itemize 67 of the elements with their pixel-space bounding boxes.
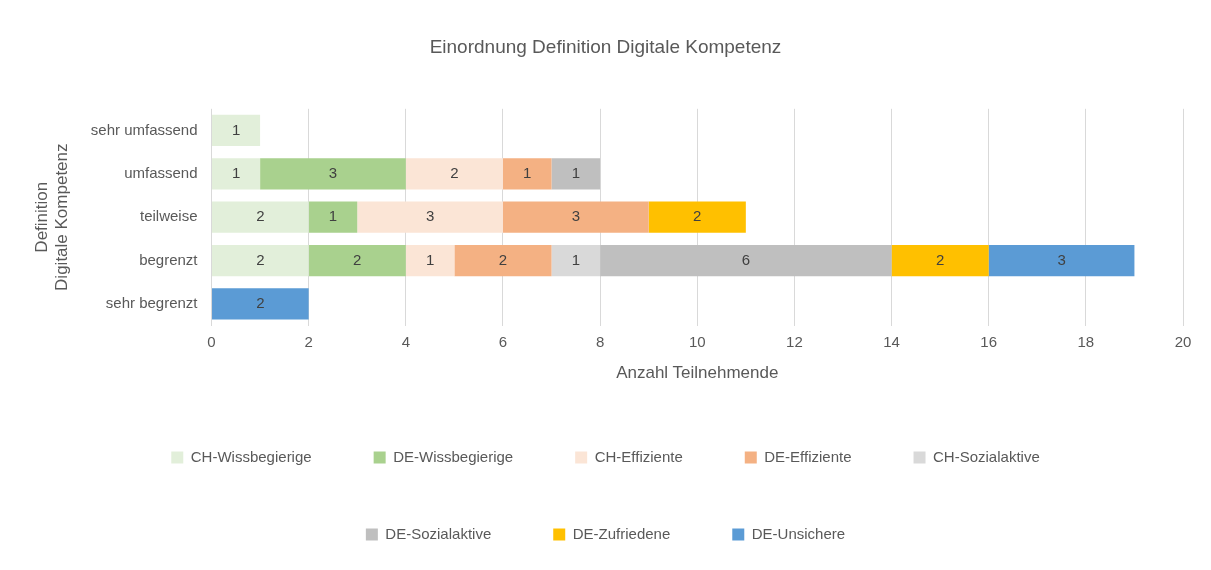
- data-label: 6: [741, 250, 751, 268]
- y-axis-title: Definition Digitale Kompetenz: [31, 143, 72, 291]
- legend-label: CH-Sozialaktive: [933, 447, 1040, 465]
- legend-label: DE-Unsichere: [751, 524, 846, 542]
- bar: [405, 244, 455, 277]
- bar: [502, 158, 552, 190]
- x-tick-label: 6: [498, 332, 508, 350]
- data-label: 1: [571, 250, 580, 268]
- bar: [891, 244, 989, 277]
- x-axis-title: Anzahl Teilnehmende: [616, 363, 779, 383]
- x-tick-label: 0: [207, 332, 216, 350]
- y-tick-label: umfassend: [124, 163, 198, 181]
- data-label: 2: [935, 250, 945, 268]
- bar: [308, 201, 358, 233]
- bar: [260, 158, 406, 190]
- bar: [551, 158, 601, 190]
- bar: [648, 201, 746, 233]
- data-label: 2: [498, 250, 508, 268]
- legend-label: DE-Sozialaktive: [385, 524, 492, 542]
- bar: [502, 201, 649, 233]
- bar: [212, 244, 309, 277]
- legend-label: DE-Effiziente: [764, 447, 852, 465]
- data-label: 3: [328, 163, 338, 181]
- legend-label: DE-Wissbegierige: [393, 447, 514, 465]
- x-tick-label: 16: [980, 332, 998, 350]
- x-tick-label: 14: [883, 332, 900, 350]
- data-label: 1: [231, 163, 241, 181]
- data-label: 1: [231, 120, 241, 138]
- data-label: 2: [256, 207, 265, 225]
- data-label: 3: [571, 207, 580, 225]
- bar: [551, 244, 601, 277]
- x-tick-label: 20: [1174, 332, 1192, 350]
- x-tick-label: 18: [1077, 332, 1095, 350]
- y-tick-label: sehr begrenzt: [105, 294, 199, 312]
- bar: [212, 158, 261, 190]
- data-label: 2: [256, 294, 265, 312]
- data-label: 1: [571, 163, 580, 181]
- bar: [212, 114, 261, 147]
- bar: [357, 201, 503, 233]
- bar: [600, 244, 892, 277]
- bar: [212, 288, 309, 320]
- data-label: 3: [1057, 250, 1066, 268]
- bar: [988, 244, 1135, 277]
- data-label: 2: [353, 250, 362, 268]
- y-tick-label: begrenzt: [139, 250, 199, 268]
- x-tick-label: 12: [786, 332, 803, 350]
- y-tick-label: sehr umfassend: [90, 120, 198, 138]
- legend-label: DE-Zufriedene: [572, 524, 671, 542]
- bar: [405, 158, 503, 190]
- x-tick-label: 8: [595, 332, 605, 350]
- data-label: 3: [425, 207, 435, 225]
- bar: [454, 244, 552, 277]
- legend-label: CH-Wissbegierige: [190, 447, 312, 465]
- bar: [212, 201, 309, 233]
- x-tick-label: 2: [304, 332, 313, 350]
- data-label: 1: [328, 207, 338, 225]
- y-tick-label: teilweise: [139, 207, 198, 225]
- data-label: 2: [693, 207, 702, 225]
- bar: [308, 244, 406, 277]
- x-tick-label: 10: [688, 332, 706, 350]
- data-label: 1: [425, 250, 435, 268]
- chart-title: Einordnung Definition Digitale Kompetenz: [429, 35, 782, 57]
- x-tick-label: 4: [401, 332, 410, 350]
- data-label: 2: [256, 250, 265, 268]
- data-label: 1: [523, 163, 532, 181]
- legend-label: CH-Effiziente: [594, 447, 683, 465]
- data-label: 2: [450, 163, 459, 181]
